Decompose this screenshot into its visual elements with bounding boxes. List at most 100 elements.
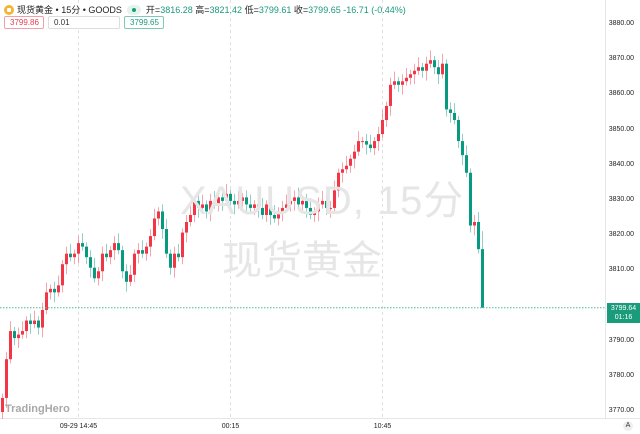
high-value: 3821.42 <box>209 4 243 15</box>
candle-up <box>393 81 396 85</box>
quantity-input[interactable]: 0.01 <box>48 16 120 29</box>
candle-down <box>445 63 448 110</box>
candle-down <box>13 331 16 339</box>
candle-up <box>409 74 412 78</box>
separator: • <box>55 4 59 15</box>
auto-scale-button[interactable]: A <box>623 421 633 431</box>
candle-up <box>353 151 356 159</box>
candle-up <box>441 63 444 75</box>
candle-up <box>329 207 332 209</box>
candle-up <box>189 214 192 223</box>
separator: • <box>82 4 86 15</box>
x-tick-label: 10:45 <box>373 423 392 430</box>
change-pct: (-0.44%) <box>371 4 406 15</box>
candle-up <box>193 200 196 215</box>
gold-coin-icon <box>4 4 14 15</box>
y-tick-label: 3850.00 <box>608 125 634 133</box>
candle-up <box>145 246 148 254</box>
candle-up <box>285 204 288 208</box>
candle-down <box>257 204 260 208</box>
low-label: 低= <box>244 5 259 15</box>
candle-up <box>5 359 8 398</box>
candle-down <box>457 119 460 142</box>
candle-up <box>201 204 204 208</box>
y-tick-label: 3770.00 <box>608 406 634 414</box>
last-price: 3799.64 <box>610 304 637 312</box>
candle-up <box>357 141 360 152</box>
candle-up <box>373 141 376 149</box>
candle-up <box>17 334 20 339</box>
candle-down <box>305 200 308 208</box>
candle-down <box>397 81 400 85</box>
candle-up <box>473 222 476 226</box>
candle-up <box>129 274 132 282</box>
candle-up <box>277 211 280 219</box>
candle-down <box>169 253 172 268</box>
candle-down <box>325 200 328 208</box>
watermark-name: 现货黄金 <box>222 239 382 283</box>
candle-up <box>385 105 388 120</box>
candle-up <box>1 397 4 412</box>
candle-up <box>333 190 336 208</box>
candle-up <box>173 253 176 268</box>
candle-up <box>377 134 380 142</box>
candle-up <box>389 84 392 106</box>
candle-down <box>89 257 92 268</box>
candle-down <box>365 141 368 145</box>
candle-down <box>165 229 168 254</box>
candle-up <box>45 292 48 310</box>
candle-down <box>453 112 456 120</box>
y-tick-label: 3840.00 <box>608 160 634 168</box>
interval[interactable]: 15分 <box>61 5 81 15</box>
buy-button[interactable]: 3799.65 <box>124 16 164 29</box>
candle-up <box>405 77 408 82</box>
change-value: -16.71 <box>343 4 369 15</box>
candle-up <box>413 70 416 75</box>
candle-down <box>481 249 484 308</box>
y-tick-label: 3810.00 <box>608 266 634 274</box>
order-bar: 3799.86 0.01 3799.65 <box>4 16 164 29</box>
y-tick-label: 3780.00 <box>608 371 634 379</box>
candle-down <box>461 141 464 156</box>
candle-down <box>369 144 372 149</box>
candle-up <box>237 200 240 205</box>
high-label: 高= <box>195 5 210 15</box>
candle-up <box>113 243 116 251</box>
candle-up <box>209 200 212 212</box>
candle-down <box>233 200 236 205</box>
close-value: 3799.65 <box>308 4 341 15</box>
candle-down <box>141 250 144 254</box>
candle-down <box>213 200 216 205</box>
candle-up <box>61 264 64 286</box>
candle-down <box>465 155 468 173</box>
y-tick-label: 3860.00 <box>608 90 634 98</box>
symbol-name[interactable]: 现货黄金 <box>17 5 54 15</box>
candle-down <box>53 288 56 293</box>
candle-up <box>109 250 112 258</box>
candle-up <box>149 236 152 247</box>
candle-up <box>225 193 228 201</box>
candle-down <box>69 253 72 258</box>
candle-up <box>57 285 60 293</box>
candle-up <box>289 200 292 205</box>
candle-down <box>269 204 272 215</box>
candle-down <box>273 214 276 219</box>
candle-down <box>105 253 108 258</box>
sell-button[interactable]: 3799.86 <box>4 16 44 29</box>
candle-down <box>469 172 472 226</box>
candle-up <box>101 253 104 272</box>
candle-up <box>265 204 268 215</box>
candle-down <box>245 197 248 205</box>
open-label: 开= <box>145 5 161 15</box>
candle-down <box>177 253 180 258</box>
candle-up <box>381 119 384 135</box>
candle-up <box>313 211 316 215</box>
y-tick-label: 3820.00 <box>608 231 634 239</box>
candle-down <box>29 320 32 325</box>
candle-up <box>185 222 188 233</box>
last-price-label: 3799.64 01:16 <box>607 302 640 323</box>
candle-down <box>437 67 440 75</box>
low-value: 3799.61 <box>258 4 292 15</box>
candle-down <box>449 109 452 113</box>
